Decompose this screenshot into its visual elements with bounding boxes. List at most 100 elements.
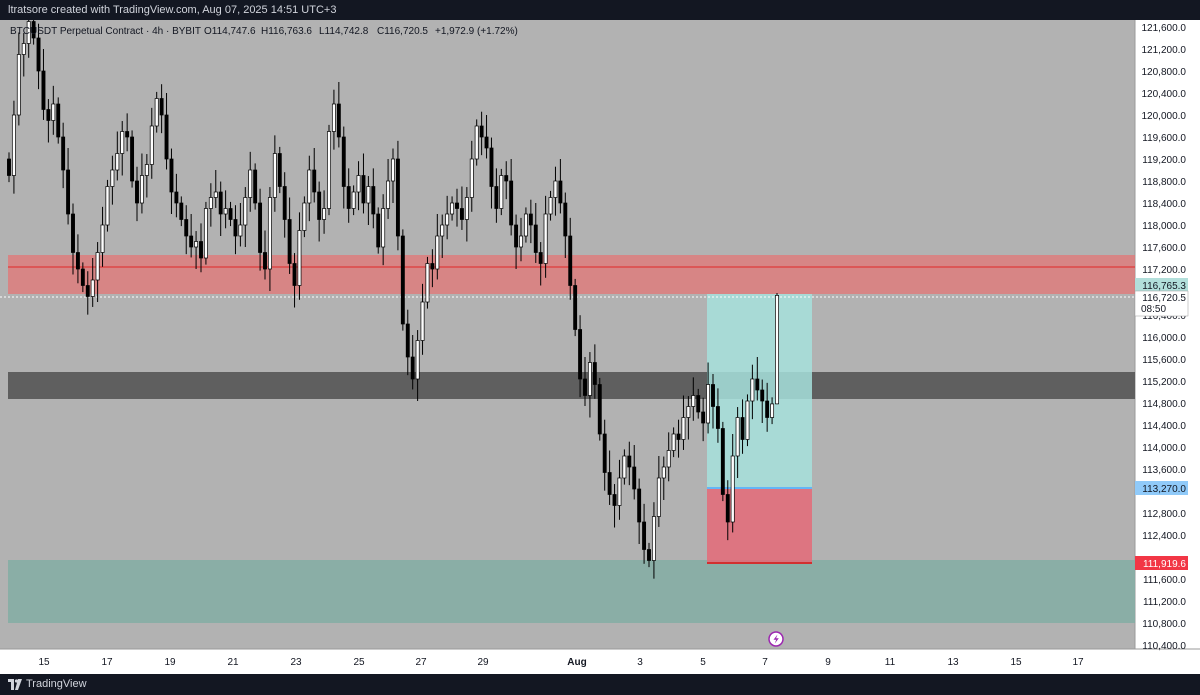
candle-bear[interactable] bbox=[592, 362, 597, 385]
candle-bear[interactable] bbox=[504, 175, 509, 182]
candle-bear[interactable] bbox=[36, 37, 41, 72]
candle-bull[interactable] bbox=[499, 175, 504, 209]
candle-bull[interactable] bbox=[267, 197, 272, 270]
candle-bull[interactable] bbox=[21, 43, 26, 55]
candle-bear[interactable] bbox=[292, 263, 297, 286]
candle-bear[interactable] bbox=[189, 235, 194, 248]
candle-bull[interactable] bbox=[661, 466, 666, 479]
price-axis-panel[interactable] bbox=[1135, 20, 1200, 649]
candle-bull[interactable] bbox=[203, 208, 208, 259]
candle-bear[interactable] bbox=[711, 384, 715, 407]
candle-bear[interactable] bbox=[647, 549, 651, 561]
candle-bear[interactable] bbox=[720, 428, 725, 495]
candle-bear[interactable] bbox=[612, 494, 617, 506]
candle-bear[interactable] bbox=[253, 169, 258, 204]
candle-bear[interactable] bbox=[130, 136, 135, 182]
candle-bull[interactable] bbox=[519, 235, 523, 248]
candle-bear[interactable] bbox=[538, 252, 543, 264]
candle-bear[interactable] bbox=[607, 472, 612, 495]
candle-bull[interactable] bbox=[115, 153, 120, 171]
candle-bear[interactable] bbox=[233, 219, 238, 237]
candle-bull[interactable] bbox=[331, 103, 336, 132]
candle-bull[interactable] bbox=[356, 175, 361, 193]
candle-bull[interactable] bbox=[391, 158, 395, 182]
candle-bull[interactable] bbox=[144, 164, 149, 176]
candle-bull[interactable] bbox=[386, 180, 391, 209]
candle-bear[interactable] bbox=[410, 356, 415, 380]
candle-bull[interactable] bbox=[243, 197, 248, 226]
candle-bear[interactable] bbox=[164, 114, 169, 160]
candle-bull[interactable] bbox=[307, 169, 312, 204]
candle-bear[interactable] bbox=[400, 235, 405, 325]
candle-bear[interactable] bbox=[317, 191, 322, 220]
candle-bull[interactable] bbox=[381, 208, 386, 248]
candle-bear[interactable] bbox=[71, 213, 75, 253]
long-position-stop-zone[interactable] bbox=[707, 488, 812, 563]
candle-bear[interactable] bbox=[179, 202, 184, 220]
candle-bull[interactable] bbox=[671, 433, 676, 451]
candle-bear[interactable] bbox=[75, 252, 80, 270]
candle-bear[interactable] bbox=[514, 224, 519, 248]
candle-bull[interactable] bbox=[51, 103, 56, 121]
candle-bull[interactable] bbox=[440, 224, 445, 237]
candle-bear[interactable] bbox=[573, 285, 578, 330]
candle-bear[interactable] bbox=[489, 147, 494, 187]
candle-bear[interactable] bbox=[31, 21, 36, 39]
candle-bull[interactable] bbox=[238, 224, 243, 237]
candle-bear[interactable] bbox=[430, 263, 435, 270]
candle-bull[interactable] bbox=[248, 169, 253, 198]
candle-bull[interactable] bbox=[617, 477, 622, 506]
candle-bear[interactable] bbox=[159, 98, 164, 116]
candle-bull[interactable] bbox=[622, 455, 627, 479]
candle-bear[interactable] bbox=[199, 241, 203, 259]
candle-bull[interactable] bbox=[730, 455, 735, 523]
candle-bear[interactable] bbox=[346, 186, 351, 209]
candle-bull[interactable] bbox=[105, 186, 110, 226]
candle-bear[interactable] bbox=[184, 219, 189, 237]
candle-bull[interactable] bbox=[272, 153, 277, 198]
event-lightning-icon[interactable] bbox=[768, 631, 784, 647]
candle-bull[interactable] bbox=[90, 279, 95, 297]
candle-bear[interactable] bbox=[642, 521, 647, 550]
candle-bear[interactable] bbox=[725, 494, 730, 523]
candle-bull[interactable] bbox=[681, 417, 686, 440]
candle-bull[interactable] bbox=[327, 131, 331, 209]
candle-bull[interactable] bbox=[450, 202, 455, 215]
candle-bull[interactable] bbox=[435, 235, 440, 270]
candle-bull[interactable] bbox=[735, 417, 740, 457]
candle-bear[interactable] bbox=[755, 378, 760, 391]
candle-bull[interactable] bbox=[548, 197, 553, 215]
candle-bear[interactable] bbox=[494, 186, 499, 209]
candle-bull[interactable] bbox=[154, 98, 159, 127]
candle-bear[interactable] bbox=[258, 202, 263, 253]
candle-bull[interactable] bbox=[11, 114, 16, 176]
candle-bull[interactable] bbox=[110, 169, 115, 187]
candle-bull[interactable] bbox=[95, 252, 100, 281]
candle-bear[interactable] bbox=[715, 406, 720, 429]
candle-bear[interactable] bbox=[218, 191, 223, 215]
candle-bull[interactable] bbox=[686, 406, 691, 418]
candle-bull[interactable] bbox=[469, 158, 474, 198]
candle-bear[interactable] bbox=[85, 285, 90, 297]
candle-bear[interactable] bbox=[637, 488, 642, 523]
candle-bear[interactable] bbox=[228, 208, 233, 220]
candle-bear[interactable] bbox=[277, 153, 282, 187]
candle-bull[interactable] bbox=[445, 213, 450, 226]
candle-bull[interactable] bbox=[553, 180, 558, 198]
candle-bull[interactable] bbox=[706, 384, 711, 424]
candle-bear[interactable] bbox=[287, 219, 292, 264]
candle-bear[interactable] bbox=[740, 417, 745, 440]
candle-bull[interactable] bbox=[415, 340, 420, 380]
candle-bear[interactable] bbox=[169, 158, 174, 193]
candlestick-chart[interactable]: BTCUSDT Perpetual Contract · 4h · BYBIT … bbox=[0, 3, 1200, 674]
candle-bear[interactable] bbox=[701, 411, 706, 424]
candle-bear[interactable] bbox=[135, 180, 139, 204]
candle-bear[interactable] bbox=[361, 175, 366, 204]
candle-bear[interactable] bbox=[597, 384, 602, 435]
candle-bear[interactable] bbox=[632, 466, 637, 490]
candle-bear[interactable] bbox=[341, 136, 346, 187]
candle-bull[interactable] bbox=[297, 230, 302, 286]
candle-bear[interactable] bbox=[174, 191, 179, 204]
candle-bear[interactable] bbox=[395, 158, 400, 237]
candle-bear[interactable] bbox=[484, 136, 489, 149]
